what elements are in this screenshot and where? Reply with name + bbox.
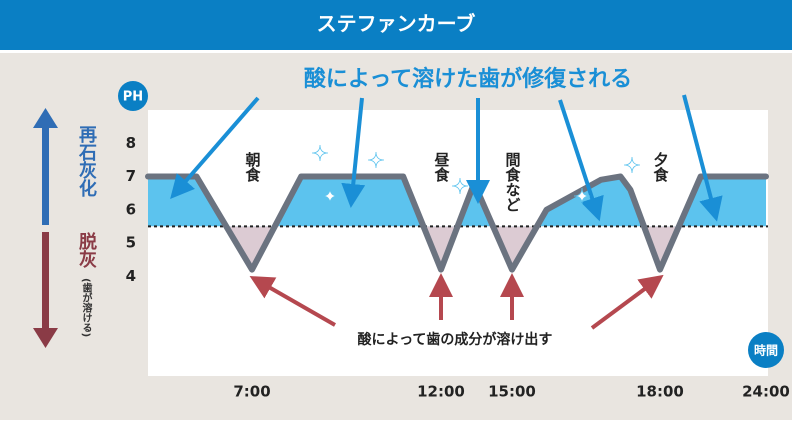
sparkle: [311, 144, 329, 162]
y-tick-label: 7: [126, 167, 136, 185]
y-tick-label: 4: [126, 267, 136, 285]
meal-label: 朝食: [244, 152, 262, 183]
arrow: [170, 96, 260, 200]
y-label-badge: [118, 81, 148, 111]
y-tick-label: 6: [126, 200, 136, 218]
header-rule: [0, 50, 792, 53]
arrow: [341, 97, 366, 208]
y-tick-label: 8: [126, 134, 136, 152]
title: ステファンカーブ: [317, 12, 476, 36]
x-label-badge: [748, 332, 784, 368]
remineralization-label: 再石灰化: [76, 125, 98, 198]
side-arrows: [33, 108, 58, 348]
x-axis-label: 時間: [754, 343, 778, 358]
x-tick-label: 15:00: [488, 383, 536, 401]
erosion-annotation: 酸によって歯の成分が溶け出す: [358, 331, 553, 348]
arrow: [590, 274, 664, 330]
arrow: [558, 99, 604, 222]
arrow: [682, 94, 723, 222]
x-tick-label: 7:00: [233, 383, 270, 401]
y-axis-label: PH: [123, 90, 143, 105]
header-bar: [0, 0, 792, 50]
y-tick-label: 5: [126, 234, 136, 252]
sparkle: [321, 187, 339, 205]
meal-label: 昼食: [433, 152, 451, 183]
ph-curve: [145, 173, 769, 273]
plot: [145, 173, 769, 273]
sparkle: [451, 177, 469, 195]
x-tick-label: 18:00: [636, 383, 684, 401]
repair-annotation: 酸によって溶けた歯が修復される: [304, 66, 632, 92]
sparkle: [573, 187, 591, 205]
demineralization-label: 脱灰: [76, 231, 97, 269]
meal-label: 夕食: [652, 151, 670, 183]
x-tick-label: 12:00: [417, 383, 465, 401]
demineralization-note: (歯が溶ける): [80, 278, 92, 337]
x-tick-label: 24:00: [742, 383, 790, 401]
meal-label: 間食など: [504, 152, 522, 212]
area-above: [148, 176, 766, 227]
arrow: [249, 276, 336, 327]
sparkle: [367, 151, 385, 169]
sparkle: [623, 156, 641, 174]
